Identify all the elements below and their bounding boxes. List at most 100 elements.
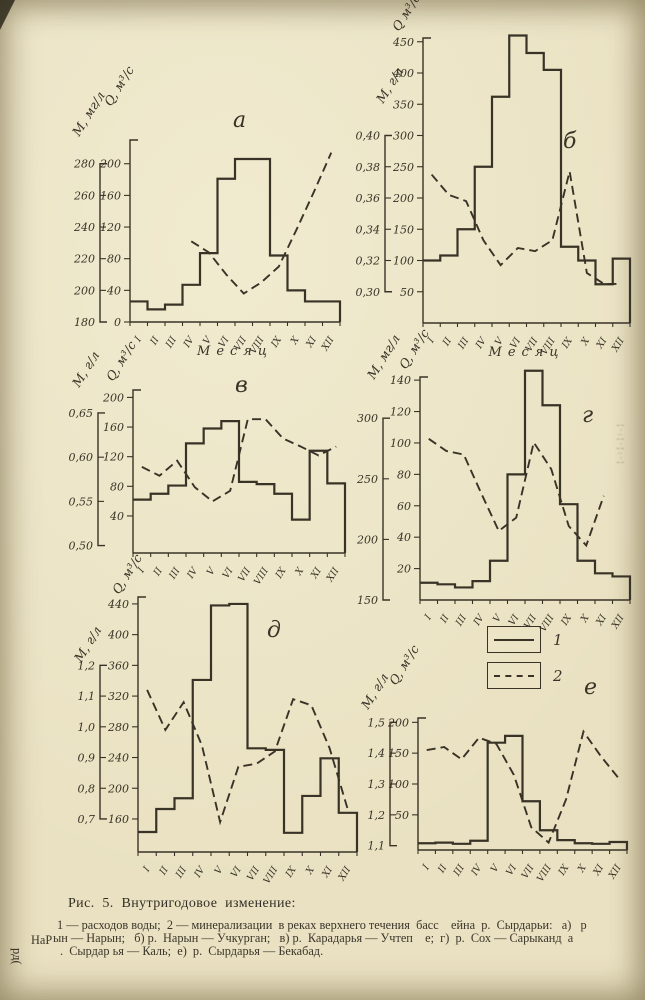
month-label: II bbox=[438, 613, 452, 626]
figure-caption-heading: Рис. 5. Внутригодовое изменение: bbox=[68, 896, 296, 911]
month-label: XI bbox=[308, 566, 324, 582]
q-tick-label: 200 bbox=[387, 716, 409, 729]
month-label: VIII bbox=[252, 566, 271, 587]
m-tick-label: 0,30 bbox=[356, 286, 381, 299]
margin-text-fragment: НаР bbox=[31, 933, 53, 947]
month-label: VI bbox=[508, 336, 523, 351]
m-tick-label: 0,50 bbox=[69, 540, 94, 553]
m-tick-label: 0,65 bbox=[69, 407, 94, 420]
solid-line-sample bbox=[494, 638, 534, 641]
q-tick-label: 250 bbox=[392, 161, 414, 174]
month-label: III bbox=[167, 566, 183, 582]
m-tick-label: 0,40 bbox=[356, 130, 381, 143]
q-tick-label: 120 bbox=[390, 406, 411, 419]
month-label: I bbox=[425, 336, 437, 346]
m-tick-label: 1,1 bbox=[78, 690, 96, 703]
month-label: IV bbox=[192, 864, 208, 881]
m-tick-label: 240 bbox=[73, 221, 95, 234]
m-tick-label: 0,55 bbox=[69, 495, 94, 508]
month-label: XI bbox=[594, 613, 610, 629]
q-tick-label: 0 bbox=[114, 316, 121, 329]
q-axis-label: Q, м³/с bbox=[101, 63, 137, 108]
q-tick-label: 80 bbox=[107, 253, 121, 266]
month-label: XI bbox=[304, 335, 320, 351]
q-tick-label: 360 bbox=[108, 659, 129, 672]
month-label: VII bbox=[236, 566, 253, 584]
month-label: VIII bbox=[261, 865, 280, 886]
month-label: VI bbox=[507, 613, 522, 628]
legend-label-1: 1 bbox=[553, 630, 563, 649]
month-label: III bbox=[451, 863, 467, 879]
q-tick-label: 120 bbox=[103, 451, 124, 464]
chart-title: в bbox=[235, 373, 248, 398]
month-label: X bbox=[303, 864, 317, 877]
month-label: I bbox=[132, 335, 144, 345]
q-tick-label: 160 bbox=[100, 189, 121, 202]
q-tick-label: 240 bbox=[107, 752, 129, 765]
q-tick-label: 100 bbox=[393, 255, 414, 268]
figure-caption-line: ын — Нарын; б) р. Нарын — Учкурган; в) р… bbox=[53, 931, 574, 945]
q-tick-label: 20 bbox=[396, 563, 411, 576]
q-tick-label: 40 bbox=[106, 284, 121, 297]
chart-title: е bbox=[584, 675, 597, 700]
chart-d: I II III IV V VI VII VIII IX X XI XII 440 400 360 320 28… bbox=[55, 551, 367, 886]
m-tick-label: 200 bbox=[356, 533, 378, 546]
month-label: IX bbox=[556, 862, 572, 879]
q-tick-label: 80 bbox=[110, 480, 124, 493]
month-label: IV bbox=[185, 565, 201, 582]
month-label: XI bbox=[594, 336, 610, 352]
month-label: II bbox=[440, 336, 454, 349]
chart-v: I II III IV V VI VII VIII IX X XI XII 200 160 120 80 40 0… bbox=[55, 338, 355, 602]
month-label: VI bbox=[221, 566, 236, 581]
q-tick-label: 200 bbox=[99, 158, 121, 171]
m-tick-label: 0,34 bbox=[356, 223, 381, 236]
legend-swatch-solid bbox=[487, 626, 541, 653]
x-axis-label: Месяц bbox=[488, 345, 565, 360]
q-tick-label: 140 bbox=[390, 374, 411, 387]
m-tick-label: 1,2 bbox=[78, 659, 96, 672]
month-label: II bbox=[151, 566, 165, 579]
q-tick-label: 50 bbox=[395, 809, 409, 822]
month-label: I bbox=[422, 613, 434, 623]
month-label: VII bbox=[245, 865, 262, 883]
m-tick-label: 1,2 bbox=[368, 809, 386, 822]
margin-text-rotated: рд( bbox=[10, 948, 24, 965]
q-tick-label: 150 bbox=[388, 747, 409, 760]
m-axis-label: М, мг/л bbox=[68, 89, 108, 140]
dashed-line-sample bbox=[494, 674, 534, 677]
month-label: I bbox=[141, 865, 153, 875]
month-label: IV bbox=[471, 612, 487, 629]
month-label: VIII bbox=[535, 863, 554, 884]
month-label: V bbox=[213, 864, 227, 877]
month-label: V bbox=[491, 612, 505, 625]
chart-e: I II III IV V VI VII VIII IX X XI XII 200 150 100 50 1,5… bbox=[340, 640, 643, 884]
m-tick-label: 1,0 bbox=[78, 721, 96, 734]
chart-title: б bbox=[563, 129, 577, 154]
month-label: I bbox=[420, 863, 432, 873]
q-axis-label: Q м³/с bbox=[389, 0, 423, 34]
q-tick-label: 300 bbox=[393, 130, 414, 143]
m-tick-label: 180 bbox=[74, 316, 95, 329]
month-label: I bbox=[135, 566, 147, 576]
month-label: X bbox=[578, 612, 592, 625]
month-label: XII bbox=[609, 613, 627, 632]
month-label: X bbox=[579, 335, 593, 348]
m-tick-label: 1,1 bbox=[368, 840, 386, 853]
q-tick-label: 50 bbox=[400, 286, 414, 299]
month-label: V bbox=[489, 862, 503, 875]
m-tick-label: 220 bbox=[73, 253, 95, 266]
month-label: VI bbox=[504, 863, 519, 878]
legend-item-mineralization: 2 bbox=[487, 662, 563, 689]
month-label: XII bbox=[606, 863, 624, 882]
m-tick-label: 280 bbox=[73, 158, 95, 171]
month-label: X bbox=[288, 334, 302, 347]
m-tick-label: 0,8 bbox=[78, 782, 96, 795]
m-tick-label: 1,5 bbox=[368, 716, 386, 729]
m-tick-label: 260 bbox=[73, 189, 95, 202]
q-tick-label: 100 bbox=[388, 778, 409, 791]
chart-title: а bbox=[233, 108, 246, 133]
q-tick-label: 440 bbox=[107, 598, 129, 611]
